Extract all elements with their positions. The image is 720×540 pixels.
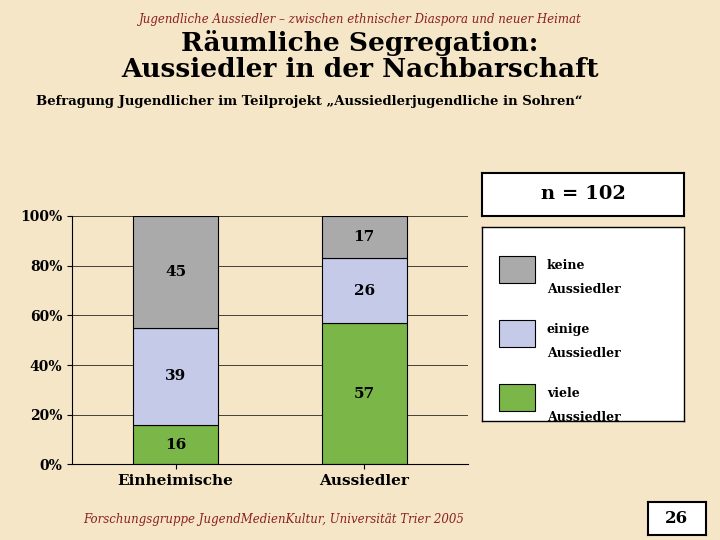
Bar [133, 328, 218, 424]
Text: Aussiedler in der Nachbarschaft: Aussiedler in der Nachbarschaft [121, 57, 599, 82]
Text: 17: 17 [354, 230, 375, 244]
Text: Aussiedler: Aussiedler [547, 282, 621, 295]
Text: einige: einige [547, 323, 590, 336]
Text: Aussiedler: Aussiedler [547, 347, 621, 360]
Bar [133, 424, 218, 464]
Text: 26: 26 [665, 510, 688, 527]
Text: viele: viele [547, 388, 580, 401]
Text: 45: 45 [165, 265, 186, 279]
FancyBboxPatch shape [498, 384, 535, 411]
Bar [322, 258, 407, 323]
Text: 26: 26 [354, 284, 375, 298]
Bar [322, 216, 407, 258]
Text: 57: 57 [354, 387, 375, 401]
Text: Räumliche Segregation:: Räumliche Segregation: [181, 30, 539, 56]
Text: Jugendliche Aussiedler – zwischen ethnischer Diaspora und neuer Heimat: Jugendliche Aussiedler – zwischen ethnis… [139, 14, 581, 26]
Text: Befragung Jugendlicher im Teilprojekt „Aussiedlerjugendliche in Sohren“: Befragung Jugendlicher im Teilprojekt „A… [36, 94, 582, 107]
Bar [322, 323, 407, 464]
Text: 16: 16 [165, 437, 186, 451]
FancyBboxPatch shape [498, 320, 535, 347]
Text: 39: 39 [165, 369, 186, 383]
Text: Aussiedler: Aussiedler [547, 411, 621, 424]
FancyBboxPatch shape [498, 256, 535, 283]
Text: keine: keine [547, 259, 585, 272]
Bar [133, 216, 218, 328]
Text: Forschungsgruppe JugendMedienKultur, Universität Trier 2005: Forschungsgruppe JugendMedienKultur, Uni… [84, 514, 464, 526]
Text: n = 102: n = 102 [541, 185, 626, 204]
